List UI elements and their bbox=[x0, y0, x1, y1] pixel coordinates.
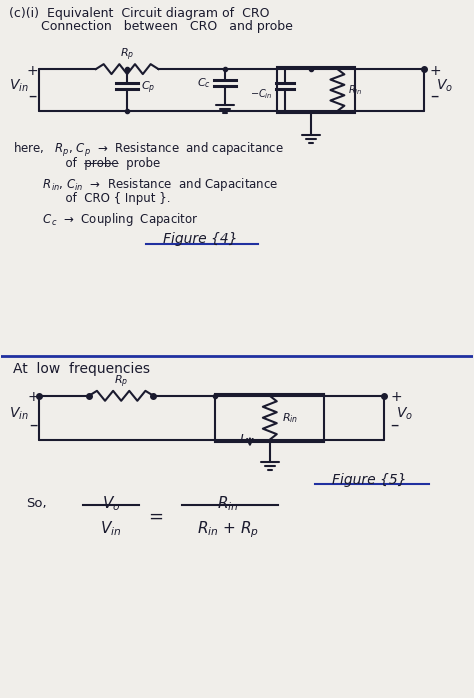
Bar bbox=[277, 67, 356, 113]
Text: $R_{in}$ + $R_p$: $R_{in}$ + $R_p$ bbox=[197, 519, 259, 540]
Text: $R_{in}$: $R_{in}$ bbox=[348, 83, 363, 97]
Text: +: + bbox=[430, 64, 441, 78]
Text: Figure {5}: Figure {5} bbox=[332, 473, 407, 487]
Text: +: + bbox=[27, 64, 38, 78]
Text: $-C_{in}$: $-C_{in}$ bbox=[250, 87, 273, 101]
Text: $R_p$: $R_p$ bbox=[120, 47, 134, 63]
Text: $C_p$: $C_p$ bbox=[141, 80, 155, 96]
Text: –: – bbox=[390, 416, 399, 433]
Text: –: – bbox=[430, 87, 438, 105]
Text: $R_p$: $R_p$ bbox=[114, 373, 128, 389]
Text: $V_{in}$: $V_{in}$ bbox=[100, 519, 121, 538]
Bar bbox=[215, 394, 325, 442]
Text: I: I bbox=[240, 433, 244, 445]
Text: Connection   between   CRO   and probe: Connection between CRO and probe bbox=[9, 20, 293, 34]
Text: $V_o$: $V_o$ bbox=[101, 494, 120, 513]
Text: At  low  frequencies: At low frequencies bbox=[13, 362, 150, 376]
Text: –: – bbox=[29, 416, 37, 433]
Text: –: – bbox=[28, 87, 36, 105]
Text: of  p̶r̶o̶b̶e̶  probe: of p̶r̶o̶b̶e̶ probe bbox=[13, 157, 161, 170]
Text: =: = bbox=[148, 507, 163, 526]
Text: $C_c$  →  Coupling  Capacitor: $C_c$ → Coupling Capacitor bbox=[13, 211, 199, 228]
Text: (c)(i)  Equivalent  Circuit diagram of  CRO: (c)(i) Equivalent Circuit diagram of CRO bbox=[9, 8, 270, 20]
Text: Figure {4}: Figure {4} bbox=[163, 232, 237, 246]
Text: $V_o$: $V_o$ bbox=[436, 78, 453, 94]
Text: $V_{in}$: $V_{in}$ bbox=[9, 78, 29, 94]
Text: +: + bbox=[390, 389, 402, 404]
Text: $R_{in}$: $R_{in}$ bbox=[282, 411, 298, 424]
Text: $R_{in}$: $R_{in}$ bbox=[217, 494, 239, 513]
Text: of  CRO { Input }.: of CRO { Input }. bbox=[13, 192, 171, 205]
Text: So,: So, bbox=[26, 498, 47, 510]
Text: here,   $R_p$, $C_p$  →  Resistance  and capacitance: here, $R_p$, $C_p$ → Resistance and capa… bbox=[13, 141, 284, 159]
Text: +: + bbox=[27, 389, 39, 404]
Text: $V_{in}$: $V_{in}$ bbox=[9, 406, 29, 422]
Text: $R_{in}$, $C_{in}$  →  Resistance  and Capacitance: $R_{in}$, $C_{in}$ → Resistance and Capa… bbox=[13, 176, 279, 193]
Text: $V_o$: $V_o$ bbox=[396, 406, 413, 422]
Text: $C_c$: $C_c$ bbox=[197, 76, 211, 90]
